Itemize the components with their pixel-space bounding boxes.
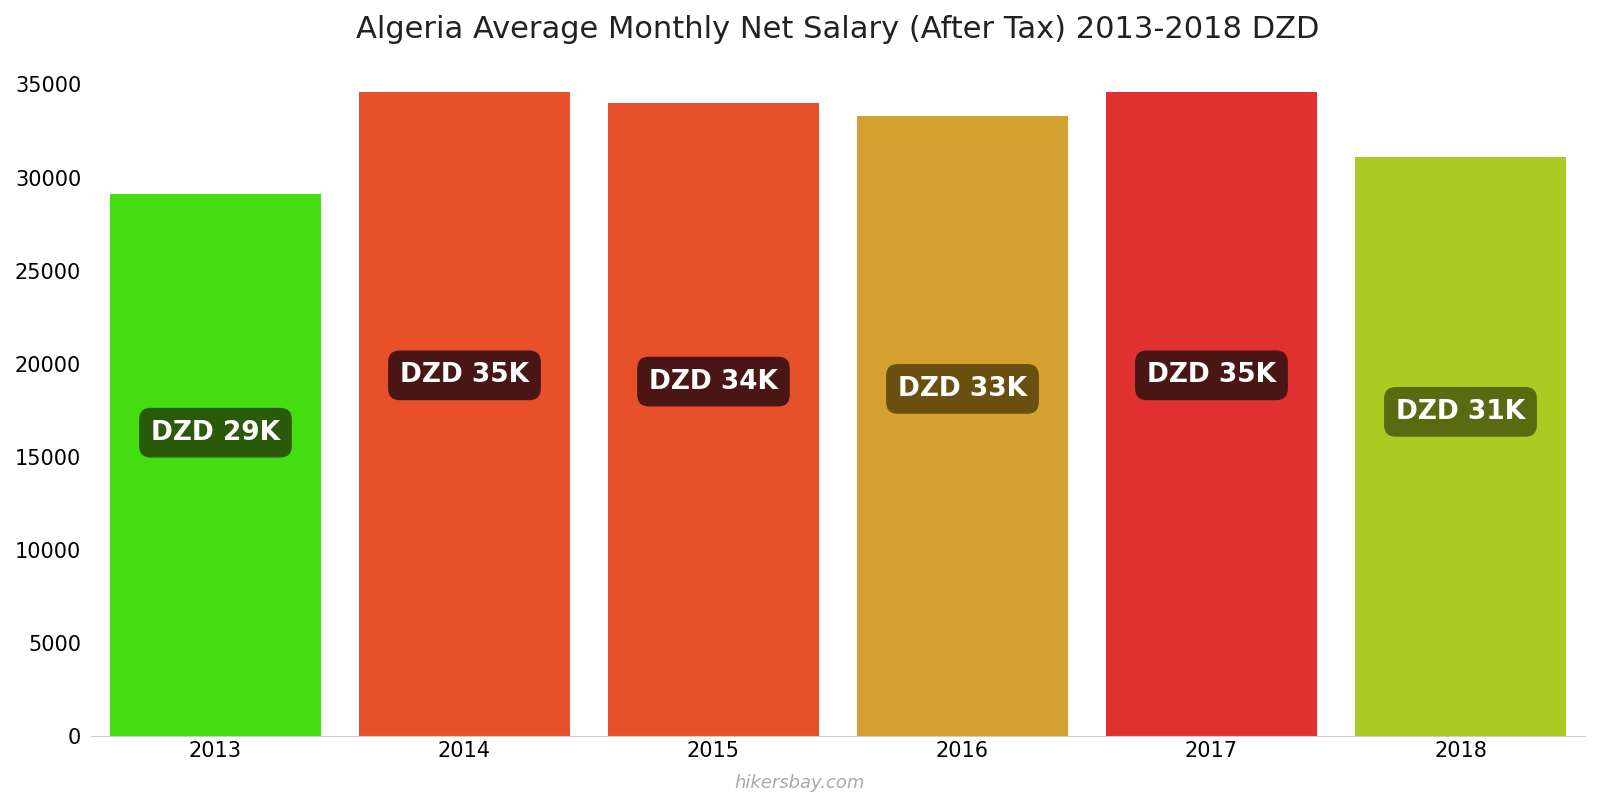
Bar: [358, 92, 570, 736]
Text: DZD 35K: DZD 35K: [1147, 362, 1275, 388]
Text: hikersbay.com: hikersbay.com: [734, 774, 866, 792]
Text: DZD 29K: DZD 29K: [150, 420, 280, 446]
Text: DZD 33K: DZD 33K: [898, 376, 1027, 402]
Title: Algeria Average Monthly Net Salary (After Tax) 2013-2018 DZD: Algeria Average Monthly Net Salary (Afte…: [357, 15, 1320, 44]
Bar: [856, 116, 1069, 736]
Bar: [110, 194, 322, 736]
Bar: [1355, 157, 1566, 736]
Text: DZD 35K: DZD 35K: [400, 362, 530, 388]
Text: DZD 34K: DZD 34K: [650, 369, 778, 394]
Text: DZD 31K: DZD 31K: [1395, 399, 1525, 425]
Bar: [1106, 92, 1317, 736]
Bar: [608, 103, 819, 736]
